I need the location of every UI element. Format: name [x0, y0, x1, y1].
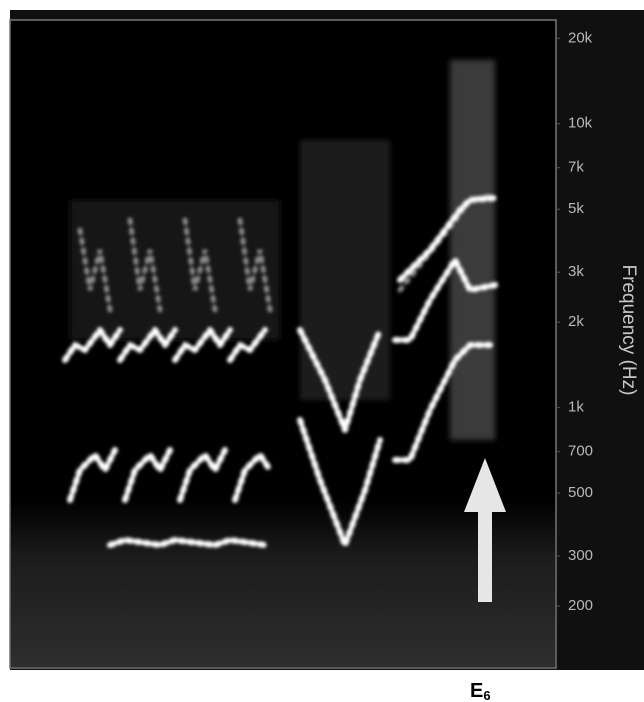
y-tick-label: 3k: [568, 263, 584, 280]
y-tick-label: 10k: [568, 115, 593, 132]
y-tick-label: 20k: [568, 29, 593, 46]
y-tick-label: 5k: [568, 200, 584, 217]
y-tick-label: 500: [568, 484, 593, 501]
y-tick-label: 700: [568, 443, 593, 460]
noise-floor: [11, 500, 555, 667]
y-axis-label: Frequency (Hz): [618, 265, 639, 396]
y-tick-label: 7k: [568, 159, 584, 176]
annotation-text: E: [470, 680, 483, 702]
spectral-haze: [70, 60, 495, 440]
spectral-streaks: [62, 192, 498, 548]
y-tick-label: 300: [568, 547, 593, 564]
pitch-arrow: [464, 458, 506, 602]
annotation: E6: [470, 680, 491, 702]
annotation-subscript: 6: [483, 688, 490, 702]
y-tick-label: 2k: [568, 313, 584, 330]
y-tick-label: 1k: [568, 399, 584, 416]
y-tick-label: 200: [568, 597, 593, 614]
